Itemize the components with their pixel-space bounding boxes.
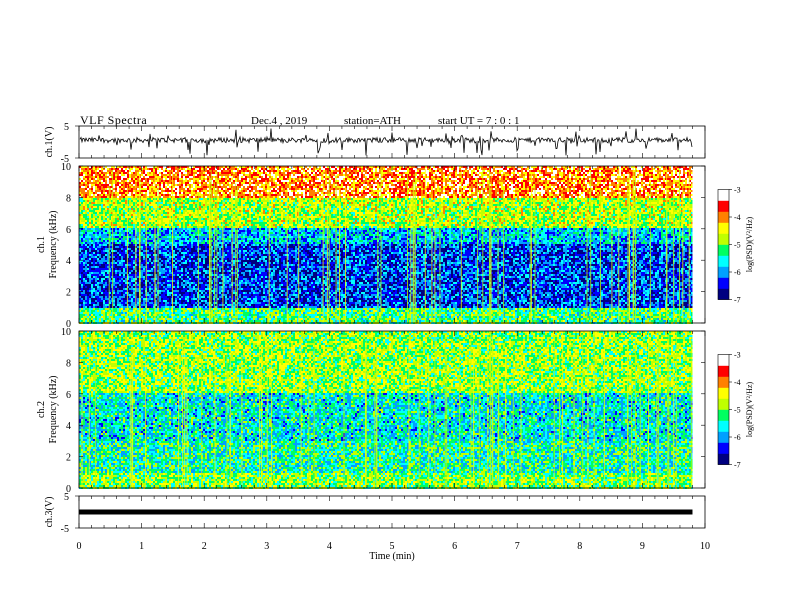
ch1-waveform-trace — [80, 129, 692, 156]
ch3-waveform-ylabel: ch.3(V) — [44, 497, 55, 528]
ch1-spectrogram-colorbar-tick-m3: -3 — [734, 186, 741, 195]
ch1-spectrogram-colorbar-tick-m7: -7 — [734, 296, 741, 305]
ch1-spectrogram-ytick-4: 4 — [66, 256, 71, 267]
ch1-spectrogram-ylabel-frequency: Frequency (kHz) — [48, 210, 59, 278]
ch3-waveform-trace — [79, 510, 692, 515]
x-axis-label: Time (min) — [369, 551, 414, 562]
ch1-spectrogram-colorbar-tick-m6: -6 — [734, 268, 741, 277]
ch2-spectrogram-ytick-6: 6 — [66, 390, 71, 401]
ch2-spectrogram-colorbar-tick-m4: -4 — [734, 378, 741, 387]
x-tick-2: 2 — [202, 541, 207, 552]
ch2-spectrogram-pixels — [79, 331, 693, 489]
ch1-waveform-ytick-top: 5 — [64, 122, 69, 133]
x-tick-8: 8 — [577, 541, 582, 552]
ch2-spectrogram-ytick-10: 10 — [61, 327, 71, 338]
x-tick-1: 1 — [139, 541, 144, 552]
x-tick-3: 3 — [264, 541, 269, 552]
ch1-spectrogram-no-data — [692, 166, 705, 323]
ch2-spectrogram-ylabel-channel: ch.2 — [36, 401, 47, 418]
ch2-spectrogram-ytick-8: 8 — [66, 358, 71, 369]
x-tick-7: 7 — [515, 541, 520, 552]
x-tick-10: 10 — [700, 541, 710, 552]
ch2-spectrogram-colorbar-tick-m6: -6 — [734, 433, 741, 442]
ch2-spectrogram-colorbar-label: log(PSD)(V²/Hz) — [745, 382, 754, 438]
ch1-spectrogram-colorbar-label: log(PSD)(V²/Hz) — [745, 217, 754, 273]
x-tick-0: 0 — [77, 541, 82, 552]
ch1-spectrogram-ytick-10: 10 — [61, 162, 71, 173]
ch1-spectrogram-ytick-8: 8 — [66, 193, 71, 204]
x-tick-6: 6 — [452, 541, 457, 552]
ch2-spectrogram-colorbar-tick-m5: -5 — [734, 406, 741, 415]
ch2-spectrogram-ytick-4: 4 — [66, 421, 71, 432]
ch2-spectrogram-ytick-2: 2 — [66, 453, 71, 464]
x-tick-4: 4 — [327, 541, 332, 552]
ch1-spectrogram-colorbar-tick-m5: -5 — [734, 241, 741, 250]
ch2-spectrogram-colorbar-tick-m7: -7 — [734, 461, 741, 470]
x-tick-9: 9 — [640, 541, 645, 552]
ch3-waveform-ytick-bottom: -5 — [61, 524, 69, 535]
ch1-spectrogram-ytick-6: 6 — [66, 225, 71, 236]
ch2-spectrogram-colorbar-tick-m3: -3 — [734, 351, 741, 360]
ch2-spectrogram-ytick-0: 0 — [66, 484, 71, 495]
ch2-spectrogram-ylabel-frequency: Frequency (kHz) — [48, 375, 59, 443]
ch2-spectrogram-no-data — [692, 331, 705, 488]
ch1-waveform-ylabel: ch.1(V) — [44, 127, 55, 158]
ch1-spectrogram-ylabel-channel: ch.1 — [36, 236, 47, 253]
ch1-spectrogram-colorbar-tick-m4: -4 — [734, 213, 741, 222]
ch1-spectrogram-ytick-2: 2 — [66, 288, 71, 299]
